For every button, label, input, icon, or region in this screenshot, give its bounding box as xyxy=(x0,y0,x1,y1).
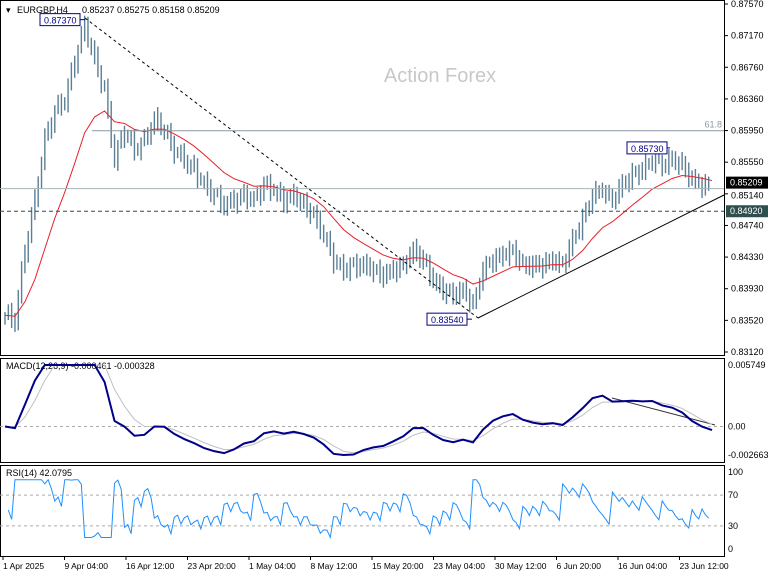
price-label: 0.83540 xyxy=(431,315,464,325)
time-tick-label: 16 Jun 04:00 xyxy=(618,561,667,571)
moving-average-line xyxy=(4,110,713,317)
macd-trend-line xyxy=(611,397,716,426)
time-axis: 1 Apr 2025 9 Apr 04:00 16 Apr 12:00 23 Apr … xyxy=(2,556,729,571)
current-price-tag xyxy=(726,176,768,189)
rsi-title: RSI(14) 42.0795 xyxy=(6,468,72,478)
rsi-pane-frame xyxy=(0,465,725,557)
rsi-tick-label: 0 xyxy=(728,544,733,554)
uptrend-line xyxy=(477,194,725,319)
time-tick-label: 8 May 12:00 xyxy=(311,561,358,571)
watermark: Action Forex xyxy=(384,65,496,87)
price-tick-label: 0.86760 xyxy=(731,62,764,72)
current-price-tag-label: 0.85209 xyxy=(730,178,763,188)
symbol-title: EURGBP,H4 xyxy=(17,5,68,15)
time-tick-label: 15 May 20:00 xyxy=(372,561,424,571)
price-tick-label: 0.87170 xyxy=(731,31,764,41)
price-tick-label: 0.83520 xyxy=(731,315,764,325)
symbol-caret: ▾ xyxy=(6,5,11,15)
time-tick-label: 9 Apr 04:00 xyxy=(65,561,109,571)
price-tick-label: 0.87570 xyxy=(731,0,764,9)
fib-label: 61.8 xyxy=(704,120,722,130)
rsi-tick-label: 70 xyxy=(728,490,738,500)
rsi-pane: RSI(14) 42.0795 100 70 30 0 xyxy=(0,465,743,557)
price-label: 0.87370 xyxy=(44,16,77,26)
price-tick-label: 0.85950 xyxy=(731,126,764,136)
rsi-line xyxy=(7,478,710,540)
ohlc-header: 0.85237 0.85275 0.85158 0.85209 xyxy=(82,5,220,15)
time-tick-label: 1 May 04:00 xyxy=(249,561,296,571)
price-tick-label: 0.86360 xyxy=(731,94,764,104)
time-tick-label: 16 Apr 12:00 xyxy=(126,561,174,571)
rsi-tick-label: 30 xyxy=(728,521,738,531)
price-tick-label: 0.85140 xyxy=(731,191,764,201)
downtrend-line xyxy=(84,17,479,319)
macd-pane: MACD(12,26,9) -0.000461 -0.000328 0.0057… xyxy=(0,358,768,463)
support-price-tag-label: 0.84920 xyxy=(730,206,763,216)
time-tick-label: 1 Apr 2025 xyxy=(3,561,44,571)
price-pane: Action Forex ▾ EURGBP,H4 0.85237 0.85275… xyxy=(0,0,768,357)
macd-tick-label: -0.002663 xyxy=(728,450,768,460)
macd-tick-label: 0.005749 xyxy=(728,360,766,370)
price-pane-frame xyxy=(0,0,725,356)
time-tick-label: 23 Apr 20:00 xyxy=(188,561,236,571)
support-price-tag xyxy=(726,205,768,218)
time-tick-label: 23 Jun 12:00 xyxy=(680,561,729,571)
macd-pane-frame xyxy=(0,358,725,463)
price-tick-label: 0.83120 xyxy=(731,347,764,357)
rsi-tick-label: 100 xyxy=(728,467,743,477)
price-tick-label: 0.84740 xyxy=(731,220,764,230)
time-tick-label: 23 May 04:00 xyxy=(434,561,486,571)
price-label: 0.85730 xyxy=(631,144,664,154)
price-tick-label: 0.83930 xyxy=(731,284,764,294)
price-tick-label: 0.84330 xyxy=(731,252,764,262)
price-tick-label: 0.85550 xyxy=(731,157,764,167)
time-tick-label: 30 May 12:00 xyxy=(495,561,547,571)
macd-line xyxy=(4,364,713,457)
macd-tick-label: 0.00 xyxy=(728,422,746,432)
time-tick-label: 6 Jun 20:00 xyxy=(557,561,602,571)
